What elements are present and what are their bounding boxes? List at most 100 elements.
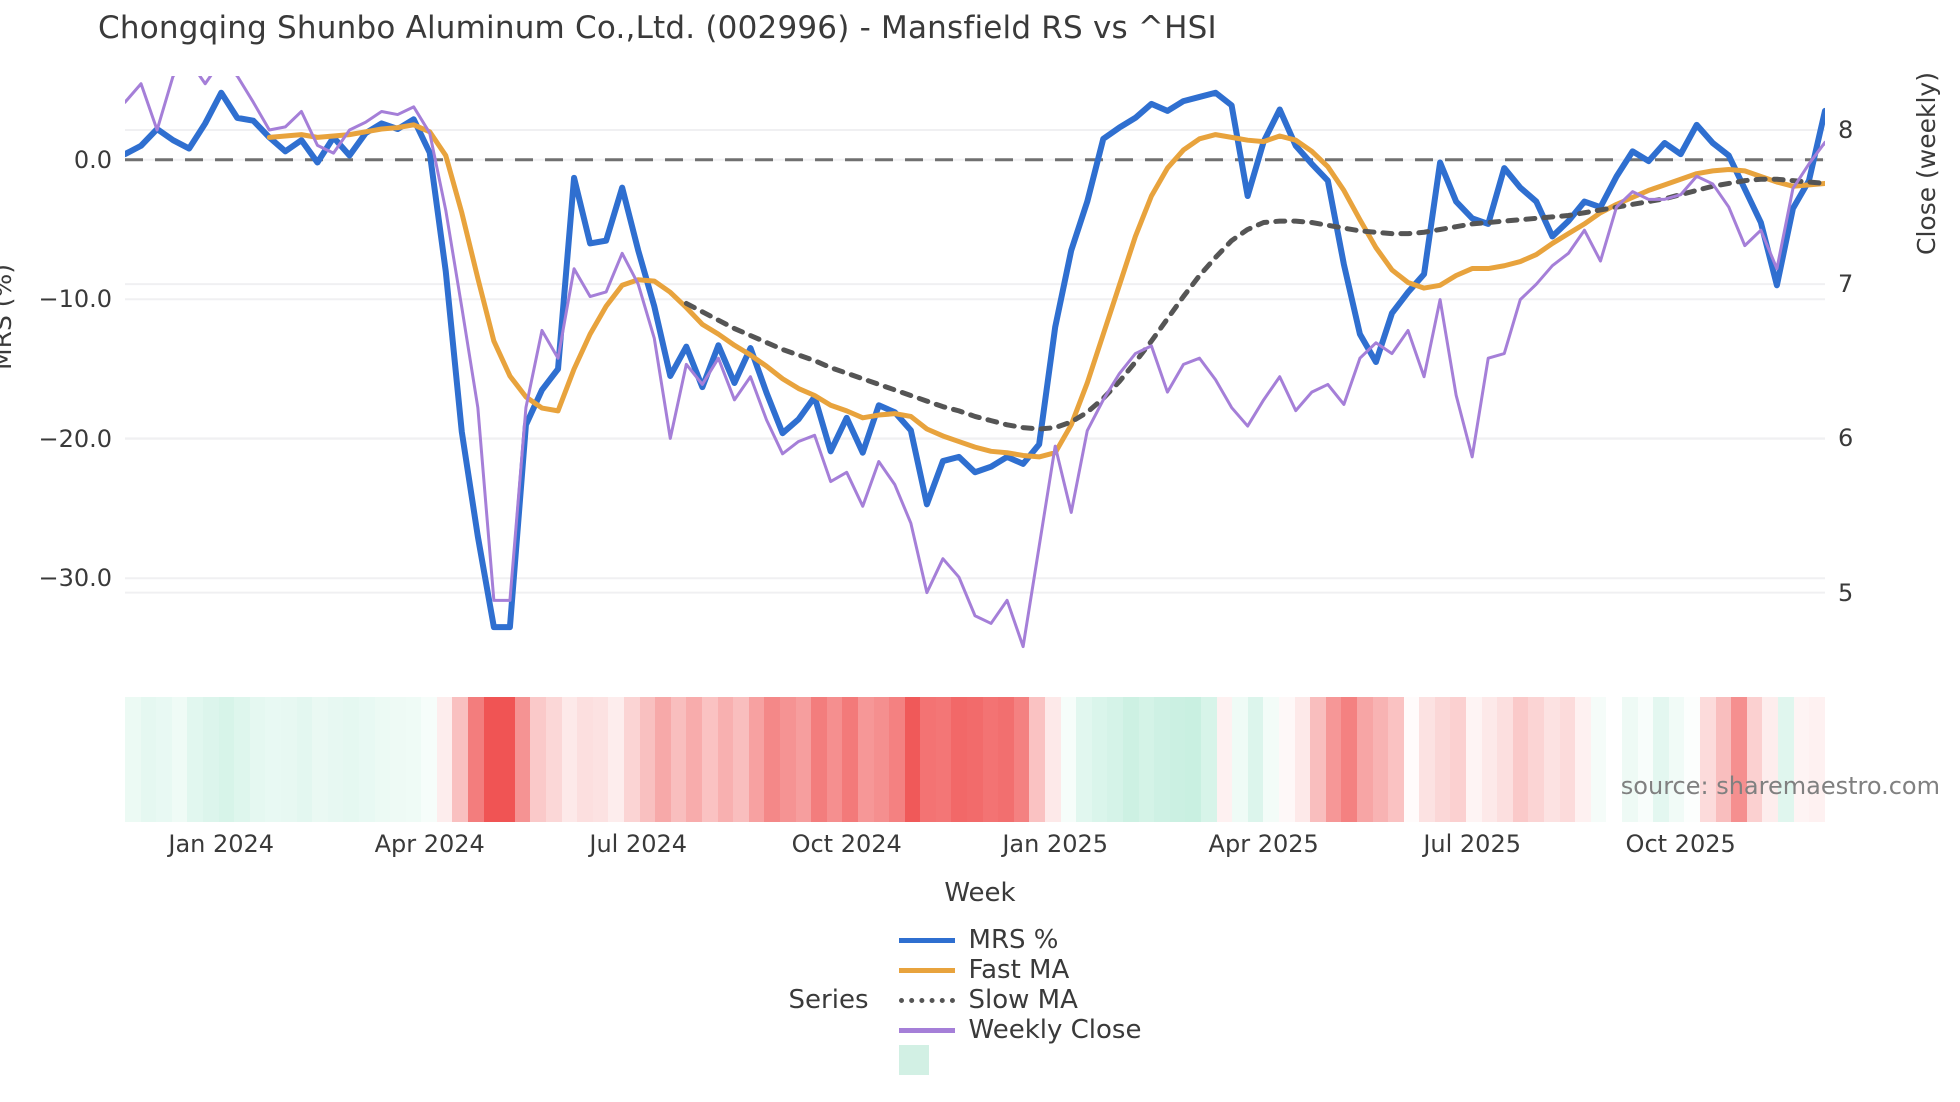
legend-item[interactable]: Fast MA [898, 955, 1142, 985]
series-line-mrs [125, 89, 1825, 631]
heatmap-cell [171, 697, 188, 822]
heatmap-cell [1091, 697, 1108, 822]
series-line-slow-ma [683, 176, 1825, 432]
heatmap-cell [748, 697, 765, 822]
relative-strength-heatmap-strip [125, 697, 1825, 822]
y-axis-right-tick: 7 [1838, 270, 1854, 299]
legend-item[interactable]: Weekly Close [898, 1015, 1142, 1045]
legend-swatch-line [898, 937, 955, 943]
page-title: Chongqing Shunbo Aluminum Co.,Ltd. (0029… [98, 10, 1217, 46]
heatmap-cell [1575, 697, 1591, 822]
heatmap-cell [670, 697, 687, 822]
heatmap-cell [904, 697, 921, 822]
heatmap-cell [1123, 697, 1139, 822]
heatmap-cell [1746, 697, 1763, 822]
source-credit: source: sharemaestro.com [1620, 772, 1940, 800]
heatmap-cell [1466, 697, 1482, 822]
heatmap-cell [873, 697, 890, 822]
x-axis-tick: Jul 2024 [589, 830, 688, 858]
heatmap-cell [1294, 697, 1311, 822]
heatmap-cell [156, 697, 172, 822]
heatmap-cell [483, 697, 500, 822]
heatmap-cell [717, 697, 734, 822]
heatmap-cell [1029, 697, 1046, 822]
heatmap-cell [889, 697, 905, 822]
heatmap-cell [343, 697, 359, 822]
heatmap-cell [1434, 697, 1451, 822]
heatmap-cell [218, 697, 235, 822]
heatmap-cell [1559, 697, 1576, 822]
heatmap-cell [951, 697, 968, 822]
heatmap-cell [530, 697, 547, 822]
heatmap-cell [624, 697, 640, 822]
heatmap-cell [1325, 697, 1342, 822]
heatmap-cell [795, 697, 812, 822]
heatmap-cell [312, 697, 328, 822]
heatmap-cell [390, 697, 406, 822]
plot-area [125, 76, 1825, 662]
legend-label: Slow MA [968, 985, 1078, 1015]
heatmap-cell [1013, 697, 1030, 822]
heatmap-cell [1200, 697, 1217, 822]
heatmap-cell [1668, 697, 1685, 822]
heatmap-cell [125, 697, 141, 822]
plot-svg [125, 76, 1825, 649]
heatmap-cell [452, 697, 469, 822]
y-axis-left-tick: −20.0 [38, 424, 112, 453]
heatmap-cell [1138, 697, 1155, 822]
heatmap-cell [1528, 697, 1545, 822]
heatmap-cell [1045, 697, 1061, 822]
legend-label: Weekly Close [968, 1015, 1142, 1045]
heatmap-cell [421, 697, 437, 822]
heatmap-cell [358, 697, 375, 822]
heatmap-cell [1481, 697, 1498, 822]
heatmap-cell [1185, 697, 1201, 822]
y-axis-left-tick: 0.0 [73, 145, 112, 174]
x-axis-tick: Jul 2025 [1423, 830, 1521, 858]
heatmap-cell [280, 697, 297, 822]
x-axis-tick: Oct 2024 [791, 830, 902, 858]
heatmap-cell [140, 697, 157, 822]
heatmap-cell [857, 697, 874, 822]
heatmap-cell [1356, 697, 1373, 822]
x-axis-tick: Apr 2025 [1208, 830, 1319, 858]
y-axis-left-tick: −30.0 [38, 564, 112, 593]
x-axis-tick: Oct 2025 [1625, 830, 1736, 858]
heatmap-cell [1060, 697, 1077, 822]
heatmap-cell [655, 697, 671, 822]
heatmap-cell [1169, 697, 1186, 822]
heatmap-cell [546, 697, 562, 822]
legend-label: Fast MA [968, 955, 1070, 985]
heatmap-cell [1544, 697, 1560, 822]
legend-item[interactable]: MRS % [898, 925, 1142, 955]
heatmap-cell [234, 697, 250, 822]
heatmap-cell [1388, 697, 1404, 822]
heatmap-cell [1107, 697, 1123, 822]
heatmap-cell [998, 697, 1014, 822]
heatmap-cell [826, 697, 843, 822]
heatmap-cell [764, 697, 780, 822]
legend-swatch-line [898, 1027, 955, 1033]
heatmap-cell [327, 697, 344, 822]
heatmap-cell [1715, 697, 1732, 822]
heatmap-cell [405, 697, 422, 822]
heatmap-cell [1777, 697, 1794, 822]
heatmap-cell [733, 697, 749, 822]
heatmap-cell [499, 697, 515, 822]
heatmap-cell [1590, 697, 1607, 822]
heatmap-cell [1684, 697, 1700, 822]
heatmap-cell [374, 697, 391, 822]
heatmap-cell [967, 697, 983, 822]
heatmap-cell [296, 697, 313, 822]
series-lines-group [125, 76, 1825, 649]
legend-item[interactable] [898, 1045, 1142, 1075]
heatmap-cell [1512, 697, 1529, 822]
legend: Series MRS % Fast MA Slow MA Weekly Close [0, 925, 1960, 1075]
y-axis-right-tick: 6 [1838, 424, 1854, 453]
heatmap-cell [1232, 697, 1248, 822]
y-axis-right-tick: 8 [1838, 115, 1854, 144]
heatmap-cell [514, 697, 531, 822]
heatmap-cell [1699, 697, 1716, 822]
legend-item[interactable]: Slow MA [898, 985, 1142, 1015]
